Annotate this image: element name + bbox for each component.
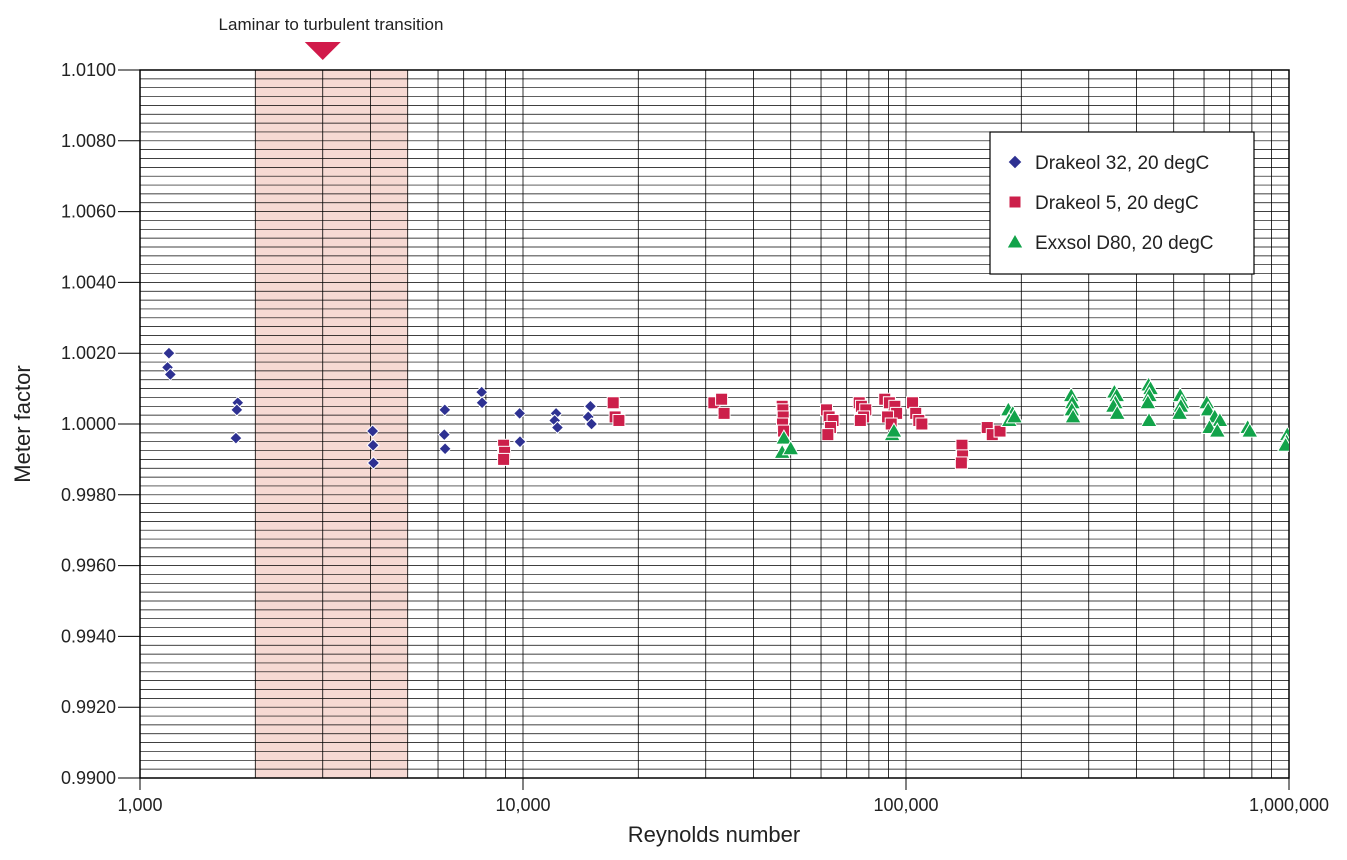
series-1 [160, 346, 599, 470]
data-point-diamond [366, 438, 380, 452]
y-tick-label: 0.9920 [61, 697, 116, 717]
data-point-square [717, 406, 731, 420]
data-point-triangle [1108, 404, 1127, 420]
data-point-square [993, 424, 1007, 438]
data-point-triangle [1005, 407, 1024, 424]
x-axis: 1,000 10,000 100,000 1,000,000 [117, 778, 1329, 815]
data-point-triangle [1064, 407, 1082, 424]
data-point-diamond [437, 427, 451, 442]
series-2 [497, 392, 1007, 470]
series-3 [773, 376, 1289, 459]
legend-marker-diamond [1007, 154, 1023, 170]
legend-label: Exxsol D80, 20 degC [1035, 233, 1214, 254]
data-point-diamond [365, 424, 380, 438]
data-points [160, 346, 1289, 470]
data-point-diamond [162, 346, 176, 360]
transition-marker [304, 42, 341, 60]
data-point-triangle [1208, 422, 1227, 438]
y-tick-label: 1.0100 [61, 60, 116, 80]
data-point-diamond [438, 442, 452, 456]
data-point-triangle [885, 422, 903, 438]
data-point-square [497, 452, 511, 466]
data-point-triangle [775, 429, 793, 445]
data-point-triangle [1211, 411, 1229, 427]
data-point-diamond [550, 420, 565, 435]
data-point-triangle [1138, 393, 1157, 410]
data-point-diamond [512, 406, 527, 421]
y-tick-label: 0.9940 [61, 626, 116, 646]
y-axis-title: Meter factor [10, 365, 35, 482]
data-point-triangle [1276, 436, 1289, 452]
data-point-square [606, 396, 620, 410]
legend: Drakeol 32, 20 degC Drakeol 5, 20 degC Exx… [989, 131, 1255, 275]
data-point-square [612, 413, 626, 427]
data-point-diamond [230, 403, 244, 417]
legend-box [989, 131, 1255, 275]
y-tick-label: 1.0060 [61, 202, 116, 222]
legend-label: Drakeol 5, 20 degC [1035, 193, 1199, 214]
x-tick-label: 1,000 [117, 795, 162, 815]
y-tick-label: 1.0000 [61, 414, 116, 434]
data-point-triangle [1240, 422, 1259, 438]
data-point-diamond [438, 403, 452, 417]
data-point-diamond [163, 367, 178, 382]
data-point-square [954, 456, 968, 470]
data-point-diamond [583, 399, 598, 414]
y-tick-label: 1.0040 [61, 272, 116, 292]
data-point-triangle [781, 439, 800, 456]
transition-annotation: Laminar to turbulent transition [219, 15, 444, 34]
x-axis-title: Reynolds number [628, 822, 800, 847]
data-point-square [821, 428, 835, 442]
data-point-diamond [584, 417, 599, 431]
data-point-diamond [513, 434, 527, 449]
y-tick-label: 1.0020 [61, 343, 116, 363]
data-point-square [915, 417, 929, 431]
y-axis: 0.9900 0.9920 0.9940 0.9960 0.9980 1.0000 1.00… [61, 60, 140, 788]
data-point-diamond [475, 396, 489, 410]
y-tick-label: 1.0080 [61, 131, 116, 151]
legend-marker-triangle [1006, 232, 1024, 249]
y-tick-label: 0.9900 [61, 768, 116, 788]
legend-marker-square [1008, 195, 1022, 209]
data-point-square [715, 392, 729, 406]
data-point-triangle [1170, 404, 1189, 420]
x-tick-label: 100,000 [873, 795, 938, 815]
y-tick-label: 0.9960 [61, 556, 116, 576]
data-point-square [853, 413, 867, 427]
data-point-triangle [1140, 411, 1158, 427]
legend-label: Drakeol 32, 20 degC [1035, 153, 1209, 174]
y-tick-label: 0.9980 [61, 485, 116, 505]
data-point-diamond [229, 431, 243, 445]
x-tick-label: 1,000,000 [1249, 795, 1329, 815]
data-point-diamond [366, 456, 381, 470]
x-tick-label: 10,000 [495, 795, 550, 815]
data-point-triangle [1199, 400, 1218, 417]
